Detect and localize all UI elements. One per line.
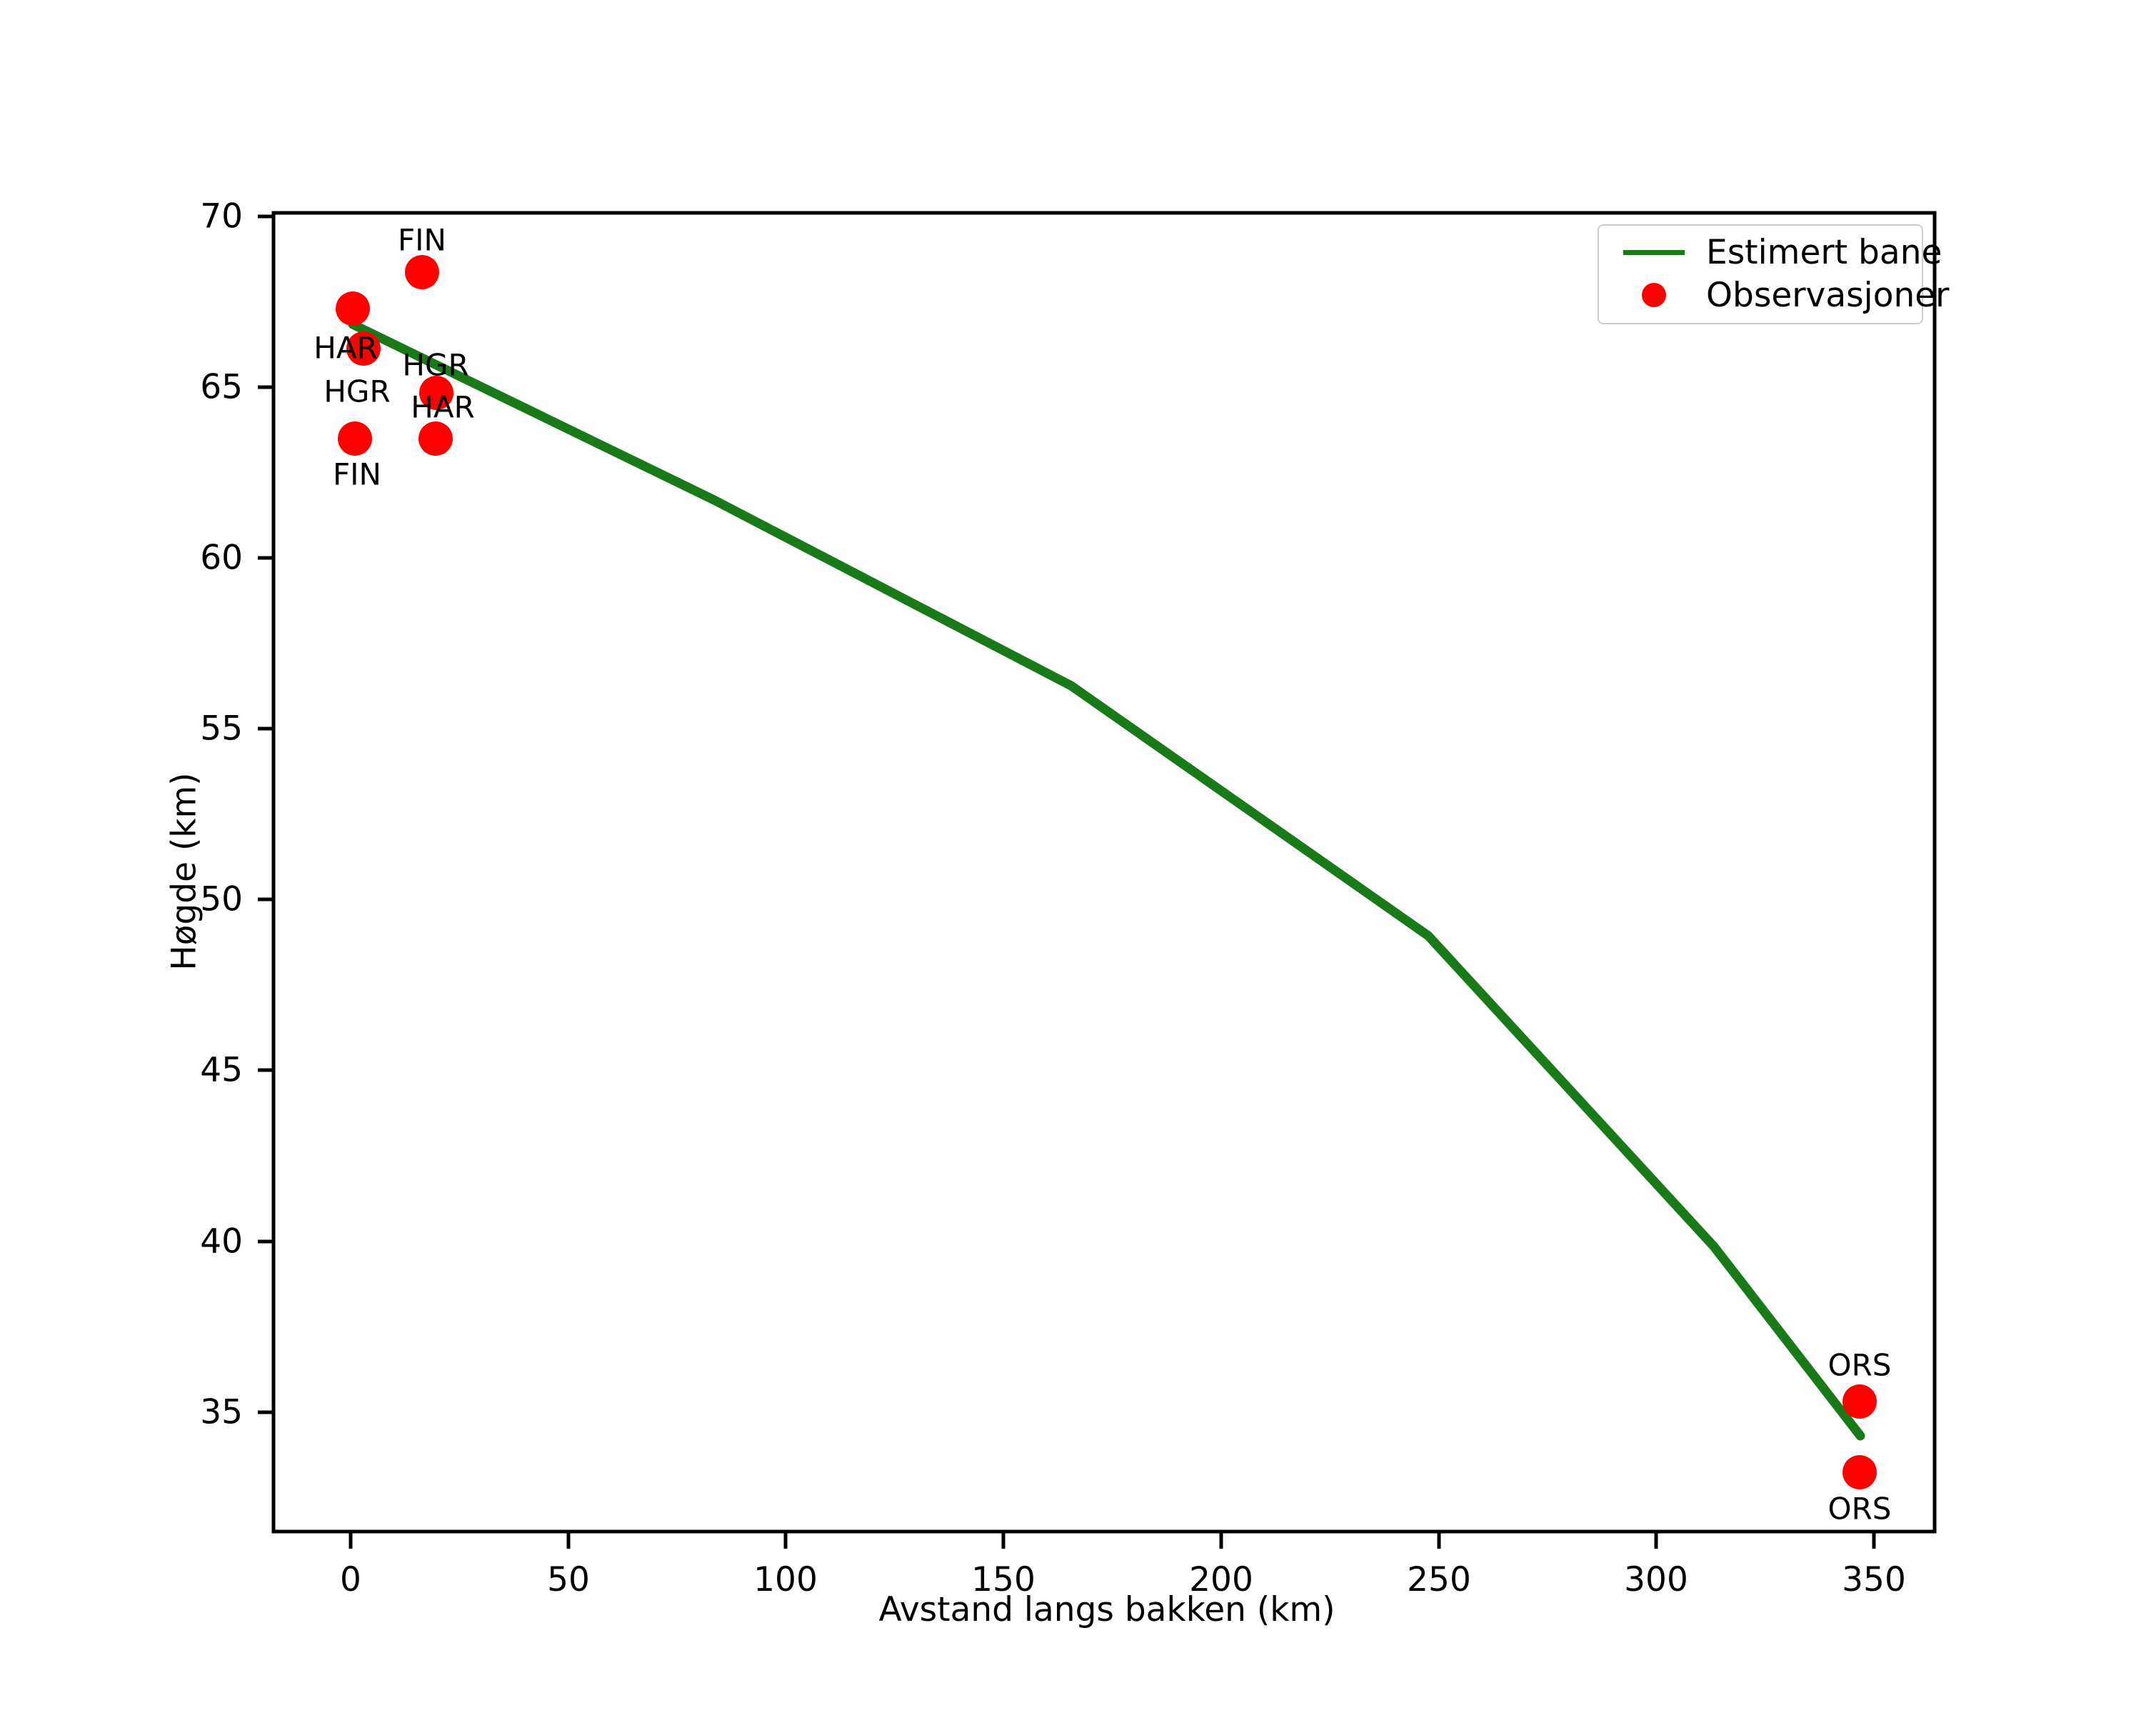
point-annotation-har-right: HAR [411, 389, 475, 425]
ytick-label-70: 70 [200, 196, 243, 236]
ytick-label-60: 60 [200, 538, 243, 578]
observation-point [338, 421, 372, 456]
ytick-label-55: 55 [200, 709, 243, 749]
observation-point [1842, 1455, 1877, 1489]
legend-entry-estimert-bane: Estimert bane [1612, 231, 1942, 273]
xtick-label-350: 350 [1842, 1560, 1906, 1599]
point-annotation-ors-upper: ORS [1827, 1347, 1892, 1383]
point-annotation-fin-top: FIN [398, 222, 446, 258]
observation-point [336, 291, 370, 326]
ytick-label-35: 35 [200, 1392, 243, 1432]
observation-point [418, 421, 453, 456]
point-annotation-ors-lower: ORS [1827, 1491, 1892, 1527]
estimert-bane-line [348, 319, 1865, 1441]
ytick-label-40: 40 [200, 1222, 243, 1262]
ytick-label-45: 45 [200, 1050, 243, 1090]
ytick-label-65: 65 [200, 367, 243, 407]
point-annotation-fin-bottom: FIN [333, 456, 381, 492]
xtick-label-100: 100 [753, 1560, 818, 1599]
point-annotation-har-upper: HAR [314, 330, 378, 366]
xtick-label-250: 250 [1407, 1560, 1471, 1599]
xtick-label-300: 300 [1624, 1560, 1688, 1599]
x-axis-title: Avstand langs bakken (km) [878, 1590, 1335, 1629]
point-annotation-hgr-left: HGR [324, 374, 391, 409]
observation-point [405, 255, 439, 289]
plot-axes-frame [271, 211, 1937, 1534]
point-annotation-hgr-right: HGR [402, 347, 469, 383]
chart-legend: Estimert bane Observasjoner [1598, 224, 1950, 324]
observasjoner-markers [336, 255, 1877, 1489]
ytick-label-50: 50 [200, 879, 243, 919]
y-axis-title: Høgde (km) [164, 772, 204, 971]
observation-point [1842, 1384, 1877, 1419]
legend-label-estimert-bane: Estimert bane [1706, 232, 1942, 272]
xtick-label-200: 200 [1189, 1560, 1253, 1599]
observation-point [346, 331, 381, 366]
y-axis-ticks [258, 214, 274, 1414]
xtick-label-150: 150 [971, 1560, 1036, 1599]
legend-line-icon [1612, 249, 1696, 255]
x-axis-ticks [349, 1532, 1876, 1549]
observation-point [419, 376, 453, 410]
xtick-label-0: 0 [340, 1560, 361, 1599]
legend-label-observasjoner: Observasjoner [1706, 275, 1950, 315]
xtick-label-50: 50 [547, 1560, 590, 1599]
legend-dot-icon [1612, 283, 1696, 307]
legend-entry-observasjoner: Observasjoner [1612, 274, 1950, 316]
